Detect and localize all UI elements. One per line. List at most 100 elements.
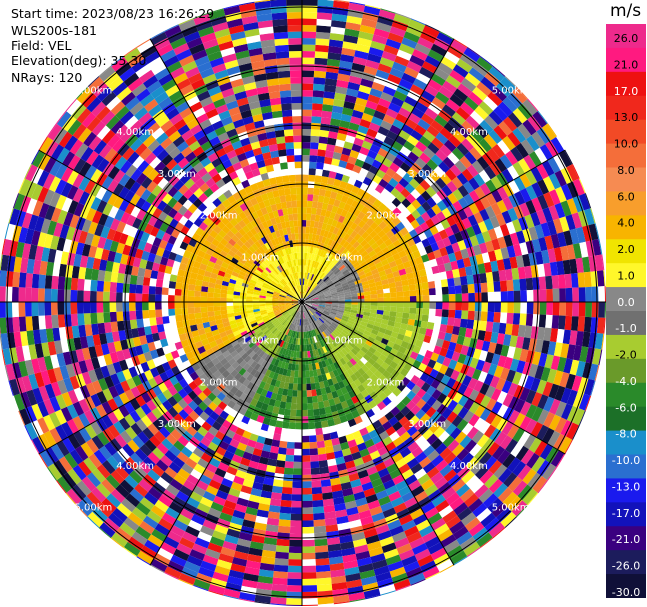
- radar-gate: [415, 409, 426, 420]
- radar-gate: [312, 283, 318, 290]
- radar-gate: [451, 351, 461, 362]
- radar-gate: [425, 186, 437, 198]
- radar-gate: [468, 177, 480, 191]
- radar-gate: [383, 44, 399, 56]
- radar-gate: [340, 266, 348, 273]
- radar-gate: [518, 158, 531, 174]
- radar-gate: [402, 172, 414, 184]
- radar-gate: [306, 311, 310, 318]
- radar-gate: [335, 375, 343, 383]
- radar-gate: [409, 178, 420, 189]
- radar-gate: [484, 71, 501, 87]
- radar-gate: [338, 297, 345, 301]
- radar-gate: [492, 527, 506, 539]
- radar-gate: [496, 417, 509, 432]
- radar-gate: [429, 336, 438, 346]
- radar-gate: [571, 273, 579, 288]
- radar-gate: [362, 242, 371, 251]
- radar-gate: [315, 269, 321, 276]
- radar-gate: [449, 93, 465, 107]
- radar-gate: [317, 255, 323, 263]
- radar-gate: [534, 147, 548, 164]
- radar-gate: [389, 566, 406, 578]
- radar-gate: [512, 127, 527, 143]
- radar-gate: [508, 179, 520, 194]
- radar-gate: [372, 361, 381, 370]
- radar-gate: [424, 507, 439, 520]
- radar-gate: [389, 248, 399, 256]
- radar-gate: [507, 207, 519, 222]
- radar-gate: [326, 318, 333, 324]
- radar-gate: [90, 302, 97, 314]
- radar-gate: [361, 454, 373, 464]
- radar-gate: [344, 28, 360, 38]
- radar-gate: [194, 307, 202, 314]
- radar-gate: [426, 396, 437, 407]
- radar-gate: [501, 380, 513, 394]
- radar-gate: [361, 372, 370, 381]
- radar-gate: [436, 392, 448, 404]
- radar-gate: [313, 284, 319, 290]
- radar-gate: [344, 308, 351, 313]
- radar-gate: [393, 275, 402, 283]
- radar-gate: [351, 531, 366, 542]
- radar-gate: [303, 292, 306, 299]
- radar-gate: [363, 487, 376, 498]
- radar-gate: [336, 207, 344, 216]
- radar-gate: [350, 293, 358, 297]
- radar-gate: [402, 290, 410, 297]
- radar-gate: [308, 344, 313, 351]
- radar-gate: [583, 316, 592, 333]
- radar-gate: [336, 286, 343, 291]
- radar-gate: [406, 425, 418, 437]
- radar-gate: [194, 312, 202, 319]
- radar-gate: [305, 298, 312, 301]
- radar-gate: [440, 173, 452, 185]
- radar-gate: [394, 55, 410, 67]
- radar-gate: [541, 427, 555, 444]
- radar-gate: [308, 288, 314, 295]
- radar-gate: [320, 479, 332, 487]
- radar-gate: [349, 1, 366, 6]
- radar-gate: [286, 585, 302, 592]
- radar-gate: [373, 276, 382, 283]
- radar-gate: [378, 430, 390, 441]
- radar-gate: [303, 305, 307, 312]
- radar-gate: [354, 158, 365, 168]
- radar-gate: [309, 309, 314, 315]
- radar-gate: [380, 8, 396, 14]
- radar-gate: [472, 348, 482, 360]
- radar-gate: [361, 264, 370, 271]
- radar-gate: [562, 329, 571, 345]
- radar-gate: [382, 370, 391, 379]
- radar-gate: [443, 139, 457, 153]
- radar-gate: [389, 468, 402, 480]
- radar-gate: [289, 533, 302, 541]
- radar-gate: [530, 212, 541, 227]
- radar-gate: [313, 408, 320, 416]
- radar-gate: [325, 304, 332, 307]
- radar-gate: [499, 154, 513, 169]
- radar-gate: [331, 219, 338, 228]
- radar-gate: [161, 302, 169, 310]
- radar-gate: [345, 134, 356, 144]
- radar-gate: [555, 186, 567, 203]
- radar-gate: [336, 79, 349, 89]
- radar-gate: [403, 302, 411, 308]
- radar-gate: [404, 183, 416, 194]
- radar-gate: [402, 261, 411, 269]
- radar-gate: [302, 200, 308, 208]
- radar-gate: [418, 327, 427, 335]
- radar-gate: [496, 81, 512, 97]
- radar-gate: [444, 332, 453, 342]
- radar-gate: [323, 322, 330, 328]
- radar-gate: [320, 117, 332, 125]
- radar-gate: [388, 416, 399, 427]
- radar-gate: [317, 596, 334, 605]
- radar-gate: [367, 336, 376, 343]
- radar-gate: [321, 331, 328, 339]
- radar-gate: [213, 306, 221, 312]
- radar-gate: [226, 294, 234, 299]
- radar-gate: [323, 310, 330, 315]
- radar-gate: [384, 183, 395, 193]
